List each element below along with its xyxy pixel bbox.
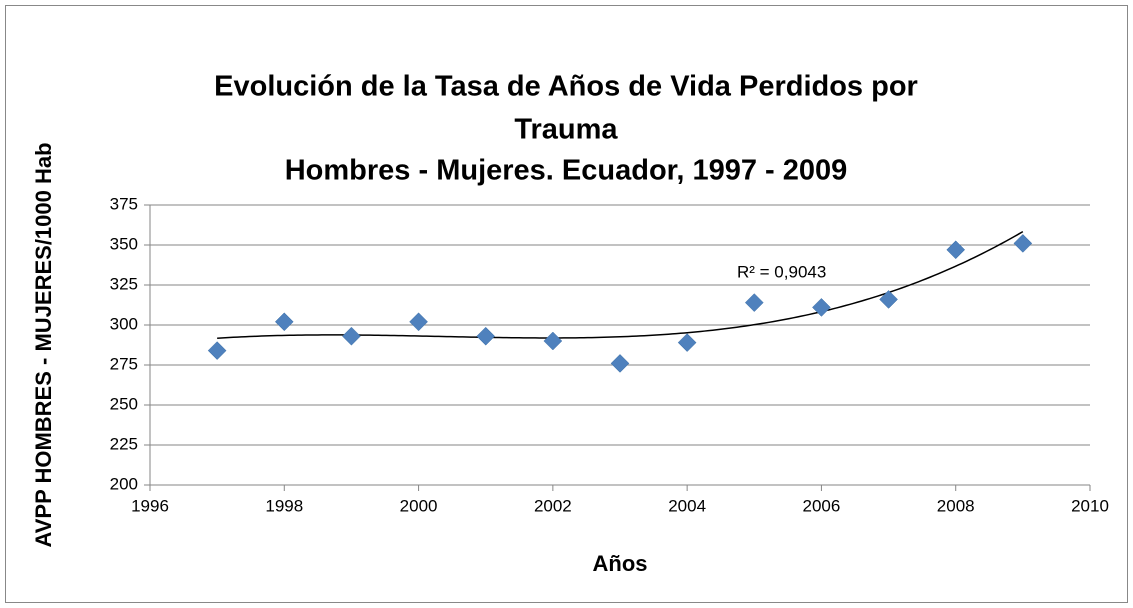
y-tick-label: 250 <box>110 394 138 413</box>
chart-border <box>5 5 1128 603</box>
x-tick-label: 2006 <box>803 496 841 515</box>
x-tick-label: 2008 <box>937 496 975 515</box>
marker <box>812 298 831 317</box>
x-tick-label: 2000 <box>400 496 438 515</box>
x-axis-title: Años <box>593 551 648 576</box>
y-tick-label: 375 <box>110 194 138 213</box>
y-tick-label: 200 <box>110 474 138 493</box>
marker <box>1013 234 1033 253</box>
x-tick-label: 1998 <box>265 496 303 515</box>
marker <box>946 240 966 260</box>
x-tick-label: 2002 <box>534 496 572 515</box>
y-tick-label: 300 <box>110 314 138 333</box>
chart-title: Trauma <box>514 114 618 146</box>
x-tick-label: 2004 <box>668 496 706 515</box>
marker <box>610 354 630 373</box>
x-tick-label: 1996 <box>131 496 169 515</box>
y-tick-label: 275 <box>110 354 138 373</box>
trendline-label: R² = 0,9043 <box>737 262 826 281</box>
marker <box>677 333 697 352</box>
marker <box>207 341 227 360</box>
chart-title: Evolución de la Tasa de Años de Vida Per… <box>214 71 918 103</box>
marker <box>342 326 361 346</box>
marker <box>409 312 428 332</box>
marker <box>744 293 764 312</box>
marker <box>476 326 496 346</box>
y-axis-title: AVPP HOMBRES - MUJERES/1000 Hab <box>31 142 56 547</box>
y-tick-label: 225 <box>110 434 138 453</box>
marker <box>543 331 563 351</box>
chart-title: Hombres - Mujeres. Ecuador, 1997 - 2009 <box>285 155 848 187</box>
marker <box>879 290 898 309</box>
y-tick-label: 325 <box>110 274 138 293</box>
x-tick-label: 2010 <box>1071 496 1109 515</box>
y-tick-label: 350 <box>110 234 138 253</box>
marker <box>274 312 294 332</box>
